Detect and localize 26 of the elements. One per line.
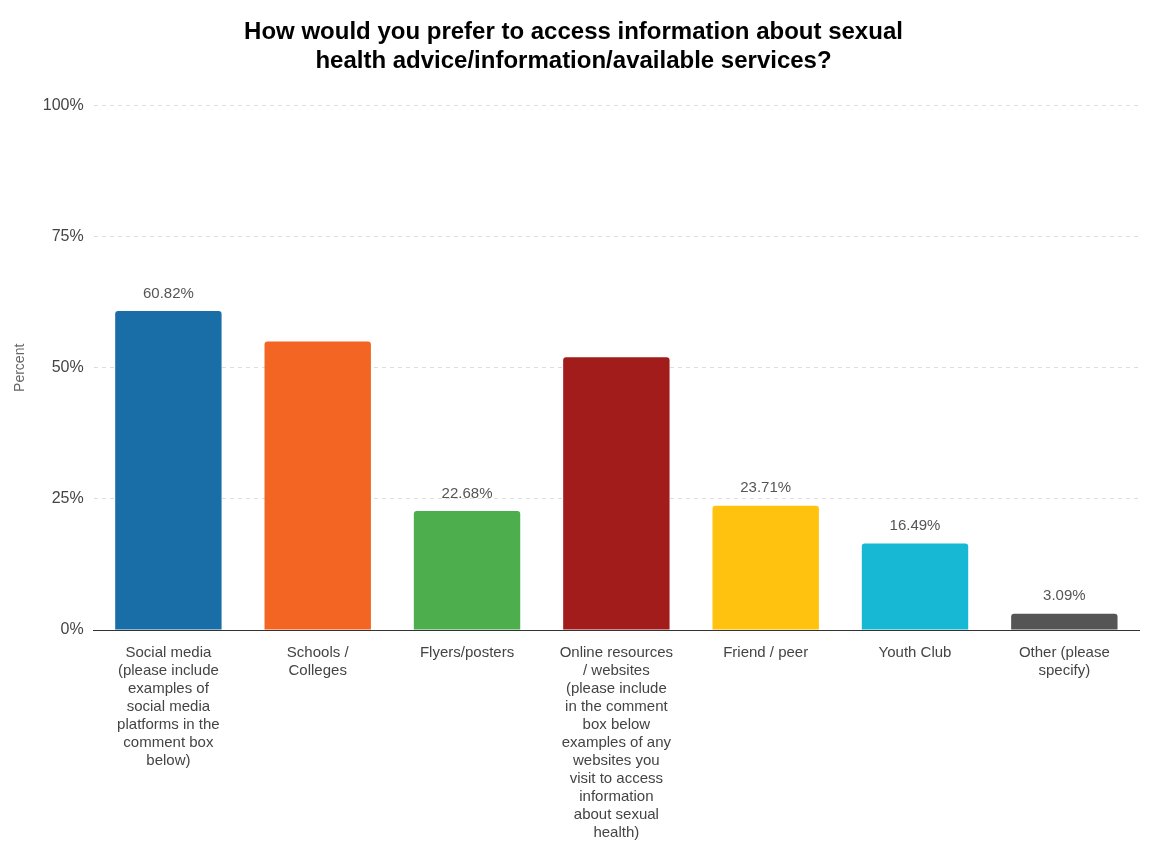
chart-title: How would you prefer to access information about sexual health advice/information/available services? [244,17,903,73]
x-tick-label: Youth Club [878,643,952,661]
data-label: 22.68% [441,483,493,501]
data-label: 60.82% [142,283,194,301]
x-tick-label: Social media (please include examples of social media platforms in the comment box below) [117,643,220,769]
bar [712,505,819,630]
x-tick-label: Flyers/posters [419,643,515,661]
y-tick-label: 50% [51,358,84,376]
data-label: 23.71% [740,478,792,496]
bar [413,511,521,630]
data-label: 16.49% [889,516,941,534]
bar [115,311,222,630]
bar [861,543,969,630]
y-tick-label: 75% [51,227,84,245]
x-tick-label: Schools / Colleges [286,643,350,679]
y-tick-label: 25% [51,489,84,507]
bar [563,357,670,630]
category-label: Online resources / websites (please include in the comment box below examples of any websites you visit to access information about sexual health) [559,643,674,841]
x-tick-label: Other (please specify) [1018,643,1110,679]
data-label: 3.09% [1043,586,1086,604]
y-tick-label: 100% [42,96,84,114]
bar [1011,613,1118,630]
y-axis-title: Percent [11,343,28,392]
x-tick-label: Friend / peer [723,643,809,661]
bar [264,341,371,630]
y-tick-label: 0% [60,620,84,638]
